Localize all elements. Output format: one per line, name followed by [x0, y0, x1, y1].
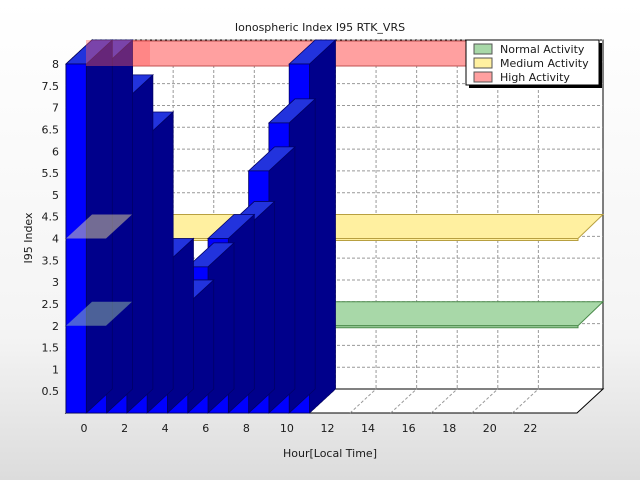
x-tick-label: 14: [361, 422, 375, 435]
y-tick-label: 6.5: [42, 123, 60, 136]
y-tick-label: 2: [52, 320, 59, 333]
x-tick-label: 10: [280, 422, 294, 435]
y-tick-label: 7.5: [42, 80, 60, 93]
bar-hour-0: [64, 39, 114, 414]
grid-line-x-floor: [390, 388, 417, 414]
x-tick-label: 16: [402, 422, 416, 435]
plot-area: 0.5 1 1.5 2 2.5 3 3.5 4 4.5 5 5.5 6 6.5 7 7.5 8 0 2 4 6 8 10 1…: [42, 38, 605, 435]
y-tick-label: 7: [52, 102, 59, 115]
chart-title: Ionospheric Index I95 RTK_VRS: [235, 21, 405, 34]
grid-line-x-floor: [471, 388, 499, 414]
x-tick-label: 18: [442, 422, 456, 435]
x-tick-label: 6: [202, 422, 209, 435]
grid-line-x-floor: [512, 388, 539, 414]
x-tick-label: 0: [81, 422, 88, 435]
high-band-overlay: [86, 40, 150, 66]
y-tick-label: 2.5: [42, 298, 60, 311]
y-tick-label: 4.5: [42, 211, 60, 224]
x-tick-label: 20: [483, 422, 497, 435]
legend-swatch: [473, 43, 493, 55]
band-overlay: [66, 301, 132, 326]
grid-line-x-floor: [430, 388, 458, 414]
y-tick-label: 3.5: [42, 254, 60, 267]
y-axis-label: I95 Index: [22, 212, 35, 264]
y-tick-label: 1.5: [42, 342, 60, 355]
y-tick-label: 4: [52, 233, 59, 246]
y-tick-label: 1: [52, 363, 59, 376]
x-tick-label: 2: [121, 422, 128, 435]
bar-front: [65, 63, 87, 414]
x-tick-label: 8: [243, 422, 250, 435]
y-tick-label: 5: [52, 189, 59, 202]
x-tick-label: 4: [162, 422, 169, 435]
y-tick-label: 6: [52, 145, 59, 158]
y-tick-label: 5.5: [42, 167, 60, 180]
legend-swatch: [473, 57, 493, 69]
y-tick-label: 8: [52, 58, 59, 71]
legend-entry: Normal Activity: [500, 43, 585, 56]
x-axis-label: Hour[Local Time]: [283, 447, 377, 460]
legend-swatch: [473, 71, 493, 83]
legend-entry: High Activity: [500, 71, 570, 84]
x-tick-label: 22: [523, 422, 537, 435]
band-overlay: [66, 214, 132, 239]
legend-entry: Medium Activity: [500, 57, 589, 70]
grid-line-x-floor: [349, 388, 377, 414]
y-tick-label: 0.5: [42, 385, 60, 398]
y-tick-label: 3: [52, 276, 59, 289]
x-tick-label: 12: [320, 422, 334, 435]
